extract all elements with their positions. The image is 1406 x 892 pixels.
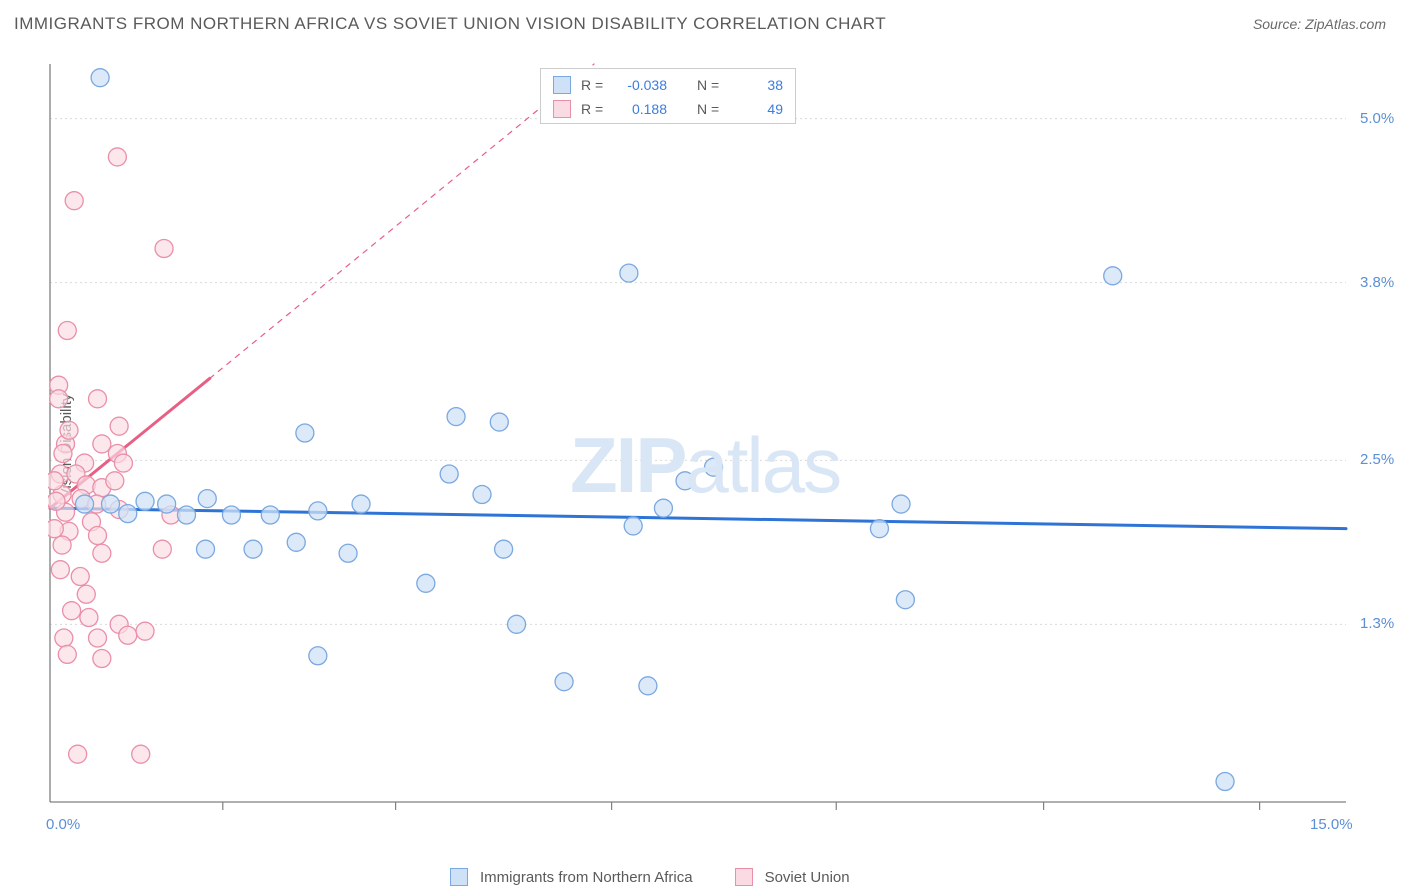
x-tick-left: 0.0%: [46, 816, 80, 833]
n-label: N =: [697, 101, 725, 117]
n-label: N =: [697, 77, 725, 93]
swatch-series-a: [553, 76, 571, 94]
y-tick-label: 2.5%: [1360, 451, 1394, 468]
plot-area: [48, 62, 1348, 832]
chart-svg: [48, 62, 1348, 832]
legend-swatch-b: [735, 868, 753, 886]
r-label: R =: [581, 101, 609, 117]
legend-row-series-b: R = 0.188 N = 49: [553, 97, 783, 121]
r-value-a: -0.038: [619, 77, 667, 93]
source-link[interactable]: ZipAtlas.com: [1305, 16, 1386, 32]
correlation-legend: R = -0.038 N = 38 R = 0.188 N = 49: [540, 68, 796, 124]
legend-row-series-a: R = -0.038 N = 38: [553, 73, 783, 97]
source-prefix: Source:: [1253, 16, 1301, 32]
y-tick-label: 5.0%: [1360, 110, 1394, 127]
series-legend: Immigrants from Northern Africa Soviet U…: [450, 868, 850, 886]
y-tick-label: 1.3%: [1360, 615, 1394, 632]
r-label: R =: [581, 77, 609, 93]
r-value-b: 0.188: [619, 101, 667, 117]
legend-label-b: Soviet Union: [765, 869, 850, 886]
legend-swatch-a: [450, 868, 468, 886]
chart-title: IMMIGRANTS FROM NORTHERN AFRICA VS SOVIE…: [14, 14, 886, 34]
source-label: Source: ZipAtlas.com: [1253, 16, 1386, 32]
n-value-a: 38: [735, 77, 783, 93]
y-tick-label: 3.8%: [1360, 274, 1394, 291]
legend-label-a: Immigrants from Northern Africa: [480, 869, 693, 886]
x-tick-right: 15.0%: [1310, 816, 1353, 833]
swatch-series-b: [553, 100, 571, 118]
n-value-b: 49: [735, 101, 783, 117]
